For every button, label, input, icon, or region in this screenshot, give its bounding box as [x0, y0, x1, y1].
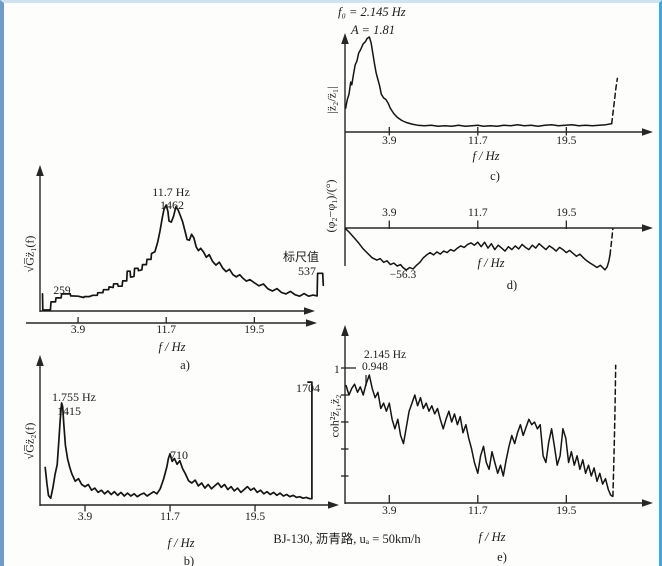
- chart-b-x-tick-label: 11.7: [160, 511, 180, 523]
- chart-b-spectrum-curve: [44, 381, 313, 500]
- b-subplot-tag: b): [183, 554, 195, 566]
- chart-e-coherence-curve: [345, 374, 614, 498]
- chart-e-x-tick-label: 19.5: [556, 505, 576, 517]
- d-y-axis-label: (φ₂−φ₁)/(°): [323, 179, 338, 233]
- chart-e-x-tick-label: 3.9: [382, 505, 397, 517]
- chart-e-coherence-dashed-tail-curve: [612, 364, 617, 498]
- e-subplot-tag: e): [497, 550, 507, 564]
- chart-a-x-tick-label: 11.7: [156, 324, 176, 336]
- e-x-axis-arrow-icon: [642, 499, 653, 507]
- chart-e-x-tick-label: 11.7: [468, 505, 488, 517]
- a-peak-value-label: 1462: [160, 198, 184, 212]
- e-x-axis-label: f / Hz: [478, 530, 506, 544]
- chart-b-x-tick-label: 3.9: [78, 511, 93, 523]
- chart-a-x-tick-label: 3.9: [71, 324, 86, 336]
- e-annotation-frequency: 2.145 Hz: [364, 349, 407, 361]
- chart-e: 3.9 11.7 19.5: [341, 325, 653, 517]
- a-scale-value-label: 537: [298, 264, 316, 278]
- c-f0-annotation: f₀ = 2.145 Hz: [338, 5, 406, 19]
- b-y-axis-arrow-icon: [36, 355, 44, 366]
- d-subplot-tag: d): [506, 278, 518, 292]
- a-subplot-tag: a): [180, 358, 190, 372]
- chart-a-spectrum-curve: [41, 204, 325, 311]
- b-x-axis-arrow-icon: [328, 501, 339, 509]
- chart-c-x-tick-label: 11.7: [468, 135, 488, 147]
- a-y-axis-arrow-icon: [36, 165, 44, 176]
- c-x-axis-label: f / Hz: [472, 149, 500, 163]
- a-y-axis-label: √G̅z̈₁(f): [22, 235, 37, 273]
- b-peak-value-label: 1415: [57, 404, 81, 418]
- b-second-peak-label: 710: [170, 448, 188, 462]
- chart-d: 3.9 11.7 19.5: [344, 207, 653, 271]
- chart-d-x-tick-label: 19.5: [556, 207, 576, 219]
- a-peak-frequency-label: 11.7 Hz: [152, 185, 190, 199]
- d-x-axis-arrow-icon: [642, 224, 653, 232]
- a-scale-name-label: 标尺值: [282, 250, 320, 264]
- chart-c-x-tick-label: 3.9: [382, 135, 397, 147]
- chart-d-x-tick-label: 11.7: [468, 207, 488, 219]
- e-y-tick-label-one: 1: [334, 364, 340, 376]
- chart-d-phase-dashed-tail-curve: [609, 227, 614, 256]
- a-x-baseline-arrow-icon: [304, 307, 315, 315]
- e-annotation-value: 0.948: [362, 361, 388, 373]
- chart-c-transmissibility-dashed-tail-curve: [610, 77, 619, 125]
- c-y-axis-arrow-icon: [341, 33, 349, 44]
- chart-a: 3.9 11.7 19.5: [26, 165, 325, 336]
- a-left-value-label: 259: [53, 285, 71, 297]
- d-x-axis-label: f / Hz: [477, 256, 505, 270]
- c-amplitude-annotation: A = 1.81: [351, 23, 395, 37]
- chart-a-x-tick-label: 19.5: [244, 324, 264, 336]
- chart-b-x-tick-label: 19.5: [245, 511, 265, 523]
- figure-caption: BJ-130, 沥青路, uₐ = 50km/h: [273, 532, 421, 546]
- a-x-scale-arrow-icon: [306, 319, 317, 327]
- chart-c-x-tick-label: 19.5: [556, 135, 576, 147]
- e-y-axis-label: coh²z̈₁,z̈₂: [327, 394, 342, 438]
- c-y-axis-label: |z̈₂/z̈₁|: [324, 86, 339, 114]
- chart-d-x-tick-label: 3.9: [382, 207, 397, 219]
- c-subplot-tag: c): [490, 169, 500, 183]
- b-scale-value-label: 1704: [296, 381, 320, 395]
- d-min-value-label: −56.3: [389, 269, 417, 281]
- chart-b: 3.9 11.7 19.5: [36, 355, 339, 523]
- b-y-axis-label: √G̅z̈₂(f): [22, 422, 37, 460]
- chart-c-transmissibility-curve: [344, 36, 613, 127]
- b-x-axis-label: f / Hz: [167, 536, 195, 550]
- a-x-axis-label: f / Hz: [158, 340, 186, 354]
- e-y-axis-arrow-icon: [341, 325, 349, 336]
- c-x-axis-arrow-icon: [642, 128, 653, 136]
- b-peak-frequency-label: 1.755 Hz: [52, 390, 96, 404]
- chart-d-phase-curve: [344, 227, 611, 271]
